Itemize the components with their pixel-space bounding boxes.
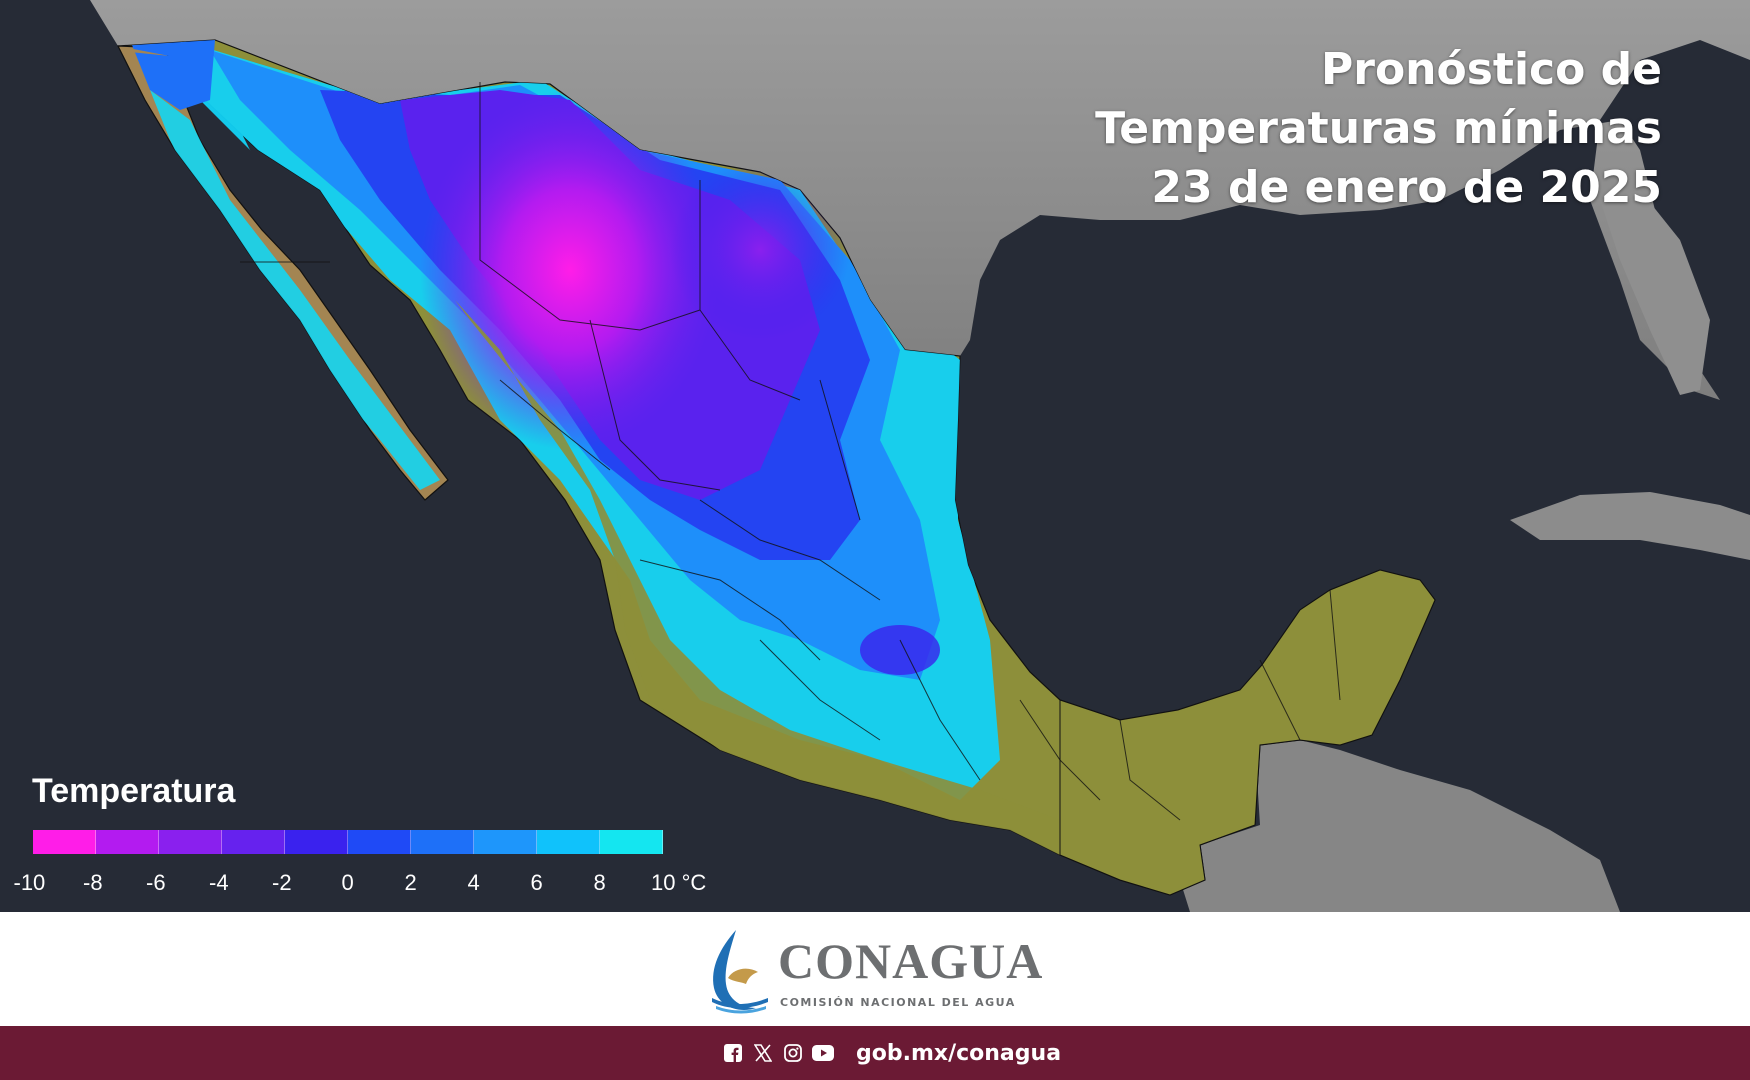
logo-name: CONAGUA xyxy=(778,933,1044,989)
legend-title: Temperatura xyxy=(32,772,236,810)
yucatan-warm xyxy=(1059,569,1436,896)
pacific-coast-warm xyxy=(455,300,1170,895)
footer-logo-area: CONAGUA COMISIÓN NACIONAL DEL AGUA xyxy=(0,912,1750,1026)
legend-tick-label: 8 xyxy=(593,870,606,895)
legend-tick-label: -2 xyxy=(272,870,292,895)
legend-swatch xyxy=(222,830,285,854)
title-line-3: 23 de enero de 2025 xyxy=(1151,162,1662,213)
legend-tick-label: 6 xyxy=(530,870,543,895)
legend-tick-label: 2 xyxy=(404,870,417,895)
x-icon[interactable] xyxy=(752,1042,774,1064)
legend-tick-label: 10 °C xyxy=(651,870,707,895)
legend-swatch xyxy=(348,830,411,854)
legend-tick-label: 4 xyxy=(467,870,480,895)
conagua-logo: CONAGUA COMISIÓN NACIONAL DEL AGUA xyxy=(698,928,1058,1016)
temp-zone-cold-south xyxy=(860,625,940,675)
logo-subtitle: COMISIÓN NACIONAL DEL AGUA xyxy=(780,996,1016,1009)
legend-swatch xyxy=(285,830,348,854)
facebook-icon[interactable] xyxy=(722,1042,744,1064)
legend-tick-label: -10 xyxy=(13,870,46,895)
temp-zone-baja-cyan xyxy=(150,90,440,490)
youtube-icon[interactable] xyxy=(812,1042,834,1064)
social-bar: gob.mx/conagua xyxy=(0,1026,1750,1080)
legend-tick-label: -6 xyxy=(146,870,166,895)
map-canvas xyxy=(90,0,1750,912)
social-links: gob.mx/conagua xyxy=(722,1039,1061,1067)
legend-swatch xyxy=(600,830,663,854)
florida-land xyxy=(1600,190,1710,395)
legend-swatch xyxy=(474,830,537,854)
legend-tick-label: -4 xyxy=(209,870,229,895)
legend-swatch xyxy=(96,830,159,854)
legend-tick-label: -8 xyxy=(83,870,103,895)
legend-swatch xyxy=(537,830,600,854)
conagua-emblem-icon xyxy=(712,930,768,1014)
instagram-icon[interactable] xyxy=(782,1042,804,1064)
central-america-land xyxy=(1180,740,1620,912)
website-link[interactable]: gob.mx/conagua xyxy=(856,1040,1062,1066)
map-title: Pronóstico de Temperaturas mínimas 23 de… xyxy=(762,40,1662,217)
legend-tick-label: 0 xyxy=(341,870,354,895)
cuba-land xyxy=(1510,492,1750,560)
forecast-map: Pronóstico de Temperaturas mínimas 23 de… xyxy=(0,0,1750,912)
temp-zone-baja-north xyxy=(130,40,215,110)
temp-zone-cold-core xyxy=(420,90,720,450)
state-borders xyxy=(240,82,1341,821)
legend-swatch xyxy=(411,830,474,854)
legend-color-bar xyxy=(33,830,663,854)
temp-zone-cold-east xyxy=(670,160,850,340)
legend-ticks: -10 -8 -6 -4 -2 0 2 4 6 8 10 °C xyxy=(0,870,800,900)
title-line-2: Temperaturas mínimas xyxy=(1095,103,1662,154)
title-line-1: Pronóstico de xyxy=(1321,44,1662,95)
legend-swatch xyxy=(159,830,222,854)
usa-land xyxy=(90,0,1750,400)
legend-swatch xyxy=(33,830,96,854)
